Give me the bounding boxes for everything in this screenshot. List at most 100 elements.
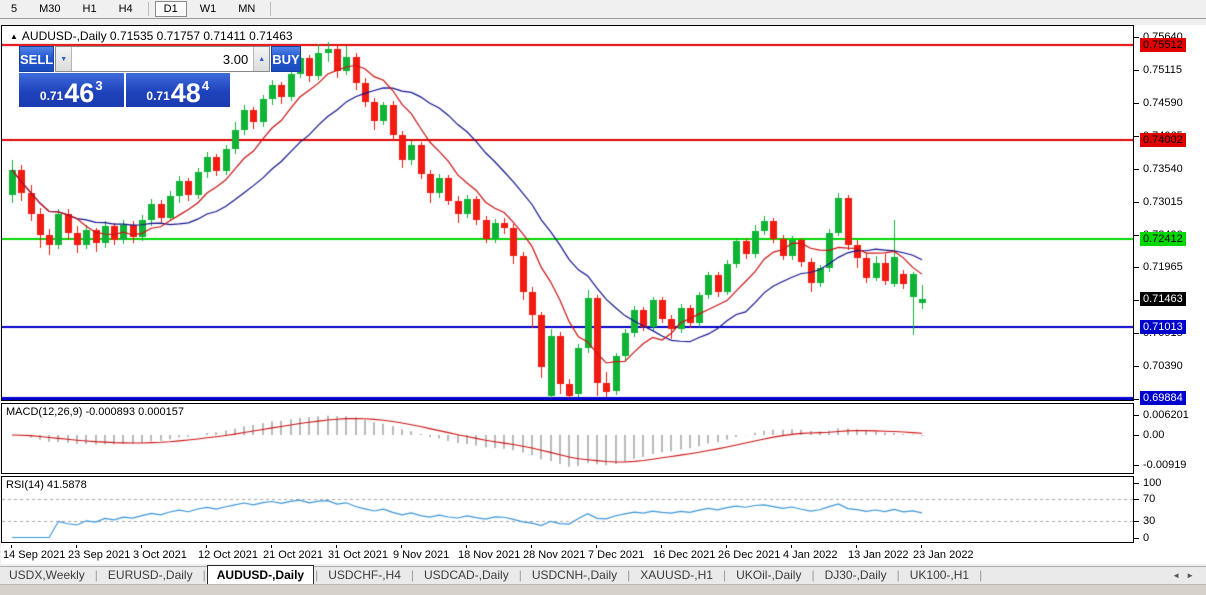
timeframe-button-MN[interactable]: MN bbox=[229, 1, 264, 17]
chart-collapse-icon[interactable]: ▲ bbox=[10, 32, 18, 41]
price-tick-label-tick bbox=[1134, 399, 1139, 400]
timeframe-button-5[interactable]: 5 bbox=[2, 1, 26, 17]
macd-tick-label-tick bbox=[1134, 435, 1139, 436]
date-label: 9 Nov 2021 bbox=[393, 549, 450, 561]
chart-tab-uk100-h1[interactable]: UK100-,H1 bbox=[909, 568, 970, 582]
price-line-label: 0.72412 bbox=[1140, 232, 1186, 246]
timeframe-button-H4[interactable]: H4 bbox=[110, 1, 142, 17]
price-tick-label: 0.70390 bbox=[1143, 360, 1183, 372]
tab-separator: | bbox=[94, 568, 98, 582]
price-tick-label: 0.75115 bbox=[1143, 64, 1182, 76]
date-tick bbox=[271, 545, 272, 548]
price-tick-label: 0.74590 bbox=[1143, 97, 1183, 109]
price-tick-label-tick bbox=[1134, 235, 1139, 236]
date-label: 7 Dec 2021 bbox=[588, 549, 645, 561]
rsi-label: RSI(14) 41.5878 bbox=[6, 479, 87, 491]
price-line-label: 0.71463 bbox=[1140, 292, 1186, 306]
timeframe-button-M30[interactable]: M30 bbox=[30, 1, 69, 17]
rsi-indicator-pane[interactable]: RSI(14) 41.5878 bbox=[1, 476, 1134, 543]
date-label: 26 Dec 2021 bbox=[718, 549, 781, 561]
date-tick bbox=[466, 545, 467, 548]
price-tick-label-tick bbox=[1134, 202, 1139, 203]
buy-button[interactable]: BUY bbox=[271, 46, 301, 72]
price-tick-label-tick bbox=[1134, 169, 1139, 170]
sell-button[interactable]: SELL bbox=[19, 46, 55, 72]
chart-tab-usdx-weekly[interactable]: USDX,Weekly bbox=[9, 568, 85, 582]
status-strip bbox=[0, 584, 1206, 595]
price-tick-label-tick bbox=[1134, 103, 1139, 104]
rsi-tick-label: 0 bbox=[1143, 532, 1150, 544]
date-label: 14 Sep 2021 bbox=[3, 549, 66, 561]
tab-separator: | bbox=[811, 568, 815, 582]
buy-price-prefix: 0.71 bbox=[146, 89, 170, 103]
tab-separator: | bbox=[979, 568, 983, 582]
volume-input[interactable] bbox=[72, 47, 254, 71]
sell-price-box[interactable]: 0.71 46 3 bbox=[19, 73, 124, 107]
price-tick-label-tick bbox=[1134, 37, 1139, 38]
price-tick-label-tick bbox=[1134, 136, 1139, 137]
tab-scroll-left-icon[interactable]: ◄ bbox=[1172, 571, 1187, 580]
price-chart-pane[interactable]: ▲ AUDUSD-,Daily 0.71535 0.71757 0.71411 0… bbox=[1, 25, 1134, 401]
price-line-label: 0.71013 bbox=[1140, 320, 1186, 334]
price-tick-label-tick bbox=[1134, 366, 1139, 367]
timeframe-button-H1[interactable]: H1 bbox=[74, 1, 106, 17]
date-tick bbox=[76, 545, 77, 548]
price-tick-label: 0.73015 bbox=[1143, 196, 1183, 208]
date-label: 23 Sep 2021 bbox=[68, 549, 131, 561]
date-tick bbox=[206, 545, 207, 548]
price-line-label: 0.69884 bbox=[1140, 391, 1186, 405]
date-tick bbox=[336, 545, 337, 548]
volume-increase-button[interactable]: ▲ bbox=[253, 47, 270, 71]
macd-indicator-pane[interactable]: MACD(12,26,9) -0.000893 0.000157 bbox=[1, 403, 1134, 474]
chart-window: ▲ AUDUSD-,Daily 0.71535 0.71757 0.71411 0… bbox=[1, 25, 1206, 564]
chart-tab-audusd-daily[interactable]: AUDUSD-,Daily bbox=[206, 565, 315, 584]
date-tick bbox=[596, 545, 597, 548]
chart-title: ▲ AUDUSD-,Daily 0.71535 0.71757 0.71411 0… bbox=[10, 29, 293, 43]
tab-separator: | bbox=[315, 568, 319, 582]
timeframe-button-W1[interactable]: W1 bbox=[191, 1, 226, 17]
chart-tab-dj30-daily[interactable]: DJ30-,Daily bbox=[824, 568, 887, 582]
price-line-label: 0.74002 bbox=[1140, 133, 1186, 147]
tab-separator: | bbox=[896, 568, 900, 582]
date-tick bbox=[661, 545, 662, 548]
date-tick bbox=[141, 545, 142, 548]
macd-tick-label: 0.006201 bbox=[1143, 409, 1189, 421]
volume-spinner: ▼ ▲ bbox=[55, 46, 271, 72]
date-label: 13 Jan 2022 bbox=[848, 549, 909, 561]
chart-tab-usdcnh-daily[interactable]: USDCNH-,Daily bbox=[531, 568, 618, 582]
tab-separator: | bbox=[722, 568, 727, 582]
tab-separator: | bbox=[518, 568, 522, 582]
timeframe-toolbar: 5 M30 H1 H4 D1 W1 MN bbox=[0, 0, 1206, 19]
date-label: 21 Oct 2021 bbox=[263, 549, 323, 561]
rsi-tick-label: 70 bbox=[1143, 493, 1156, 505]
price-tick-label-tick bbox=[1134, 267, 1139, 268]
macd-tick-label: -0.00919 bbox=[1143, 459, 1187, 471]
volume-decrease-button[interactable]: ▼ bbox=[56, 47, 73, 71]
date-label: 4 Jan 2022 bbox=[783, 549, 838, 561]
date-tick bbox=[921, 545, 922, 548]
chart-tab-eurusd-daily[interactable]: EURUSD-,Daily bbox=[107, 568, 193, 582]
chart-tab-ukoil-daily[interactable]: UKOil-,Daily bbox=[736, 568, 802, 582]
rsi-tick-label-tick bbox=[1134, 538, 1139, 539]
chart-tab-xauusd-h1[interactable]: XAUUSD-,H1 bbox=[640, 568, 713, 582]
rsi-canvas[interactable] bbox=[2, 477, 1133, 542]
macd-canvas[interactable] bbox=[2, 404, 1133, 473]
chart-tab-usdchf-h4[interactable]: USDCHF-,H4 bbox=[328, 568, 401, 582]
rsi-tick-label-tick bbox=[1134, 499, 1139, 500]
date-tick bbox=[401, 545, 402, 548]
buy-price-box[interactable]: 0.71 48 4 bbox=[125, 73, 230, 107]
price-tick-label: 0.71965 bbox=[1143, 261, 1183, 273]
date-tick bbox=[726, 545, 727, 548]
tab-separator: | bbox=[202, 568, 206, 582]
date-label: 23 Jan 2022 bbox=[913, 549, 974, 561]
chart-tab-usdcad-daily[interactable]: USDCAD-,Daily bbox=[424, 568, 509, 582]
date-label: 12 Oct 2021 bbox=[198, 549, 258, 561]
date-tick bbox=[856, 545, 857, 548]
tab-scroll-right-icon[interactable]: ► bbox=[1186, 571, 1200, 580]
price-tick-label-tick bbox=[1134, 300, 1139, 301]
date-tick bbox=[11, 545, 12, 548]
price-tick-label: 0.73540 bbox=[1143, 163, 1183, 175]
tab-scroll-arrows: ◄► bbox=[1172, 571, 1200, 580]
timeframe-button-D1[interactable]: D1 bbox=[154, 1, 187, 17]
